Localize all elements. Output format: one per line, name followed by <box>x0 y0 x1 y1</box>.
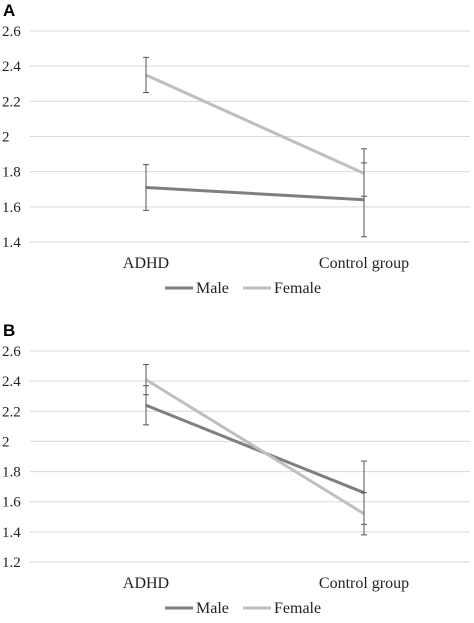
x-category-label: Control group <box>319 575 409 592</box>
legend-label-female: Female <box>274 280 321 297</box>
y-tick-label: 1.8 <box>2 465 21 481</box>
panel-label: A <box>3 1 15 20</box>
x-category-label: Control group <box>319 255 409 272</box>
series-line-female <box>145 378 365 516</box>
y-tick-label: 1.4 <box>2 235 21 251</box>
y-tick-label: 1.2 <box>2 555 21 571</box>
legend-label-male: Male <box>196 600 229 617</box>
y-tick-label: 2.6 <box>2 24 21 40</box>
y-tick-label: 2.2 <box>2 94 21 110</box>
y-tick-label: 2 <box>2 434 10 450</box>
series-line-female <box>145 73 365 175</box>
y-tick-label: 1.6 <box>2 200 21 216</box>
legend-label-male: Male <box>196 280 229 297</box>
legend-label-female: Female <box>274 600 321 617</box>
panel-label: B <box>3 321 15 340</box>
y-tick-label: 2.6 <box>2 344 21 360</box>
y-tick-label: 2.4 <box>2 374 21 390</box>
y-tick-label: 1.8 <box>2 165 21 181</box>
series-line-male <box>145 403 365 495</box>
series-line-male <box>145 185 365 202</box>
y-tick-label: 2.2 <box>2 404 21 420</box>
y-tick-label: 2.4 <box>2 59 21 75</box>
y-tick-label: 1.4 <box>2 525 21 541</box>
x-category-label: ADHD <box>123 575 169 592</box>
y-tick-label: 2 <box>2 130 10 146</box>
x-category-label: ADHD <box>123 255 169 272</box>
y-tick-label: 1.6 <box>2 495 21 511</box>
